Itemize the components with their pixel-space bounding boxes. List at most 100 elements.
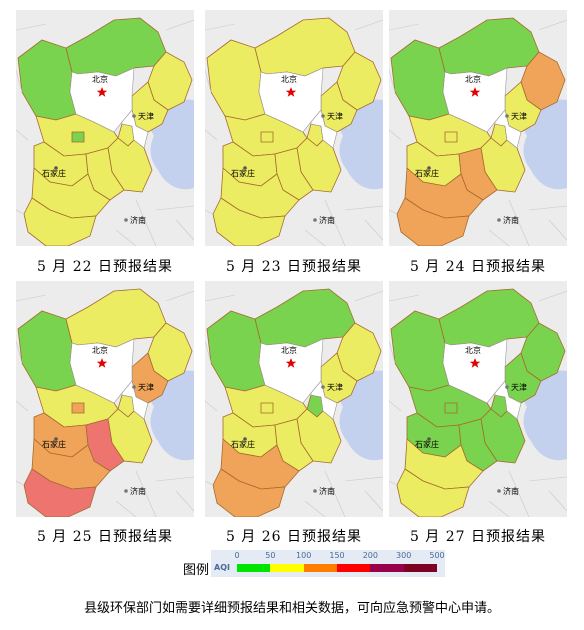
map-caption-4: 5 月 25 日预报结果: [36, 529, 174, 545]
region-tianjin: [121, 380, 149, 420]
legend-tick: 50: [265, 551, 276, 560]
city-marker-tianjin: 天津: [505, 111, 527, 121]
neighbor-boundaries: [389, 19, 567, 246]
region-tianjin: [310, 380, 338, 420]
city-label-jinan: 济南: [503, 486, 519, 496]
city-marker-jinan: 济南: [497, 486, 519, 496]
legend-tick: 100: [296, 551, 312, 560]
city-marker-jinan: 济南: [124, 486, 146, 496]
legend-tick: 150: [329, 551, 345, 560]
city-label-jinan: 济南: [319, 215, 335, 225]
neighbor-boundaries: [16, 290, 194, 517]
city-label-tianjin: 天津: [138, 382, 154, 392]
city-marker-tianjin: 天津: [321, 111, 343, 121]
city-marker-beijing: 北京: [281, 74, 297, 97]
city-label-beijing: 北京: [281, 74, 297, 84]
city-label-tianjin: 天津: [327, 382, 343, 392]
legend-swatch: [270, 564, 304, 572]
forecast-map-5: 北京 天津 石家庄 济南: [205, 281, 383, 517]
city-marker-beijing: 北京: [281, 345, 297, 368]
city-marker-shijiazhuang: 石家庄: [42, 437, 66, 449]
city-label-shijiazhuang: 石家庄: [415, 168, 439, 178]
legend-swatch: [337, 564, 371, 572]
region-dingzhou: [260, 402, 274, 414]
region-handan: [23, 468, 97, 517]
forecast-map-1: 北京 天津 石家庄 济南: [16, 10, 194, 246]
city-marker-shijiazhuang: 石家庄: [415, 166, 439, 178]
city-label-shijiazhuang: 石家庄: [415, 439, 439, 449]
city-label-beijing: 北京: [465, 74, 481, 84]
city-label-tianjin: 天津: [327, 111, 343, 121]
neighbor-boundaries: [205, 19, 383, 246]
city-marker-beijing: 北京: [92, 345, 108, 368]
region-handan: [212, 197, 286, 246]
region-handan: [23, 197, 97, 246]
region-dingzhou: [71, 131, 85, 143]
forecast-map-2: 北京 天津 石家庄 济南: [205, 10, 383, 246]
region-tianjin: [121, 109, 149, 149]
region-handan: [396, 197, 470, 246]
city-marker-jinan: 济南: [313, 215, 335, 225]
region-dingzhou: [71, 402, 85, 414]
legend-tick: 300: [396, 551, 412, 560]
city-marker-jinan: 济南: [497, 215, 519, 225]
city-label-jinan: 济南: [319, 486, 335, 496]
region-handan: [396, 468, 470, 517]
region-handan: [212, 468, 286, 517]
city-marker-beijing: 北京: [92, 74, 108, 97]
neighbor-boundaries: [205, 290, 383, 517]
city-label-beijing: 北京: [92, 74, 108, 84]
city-label-tianjin: 天津: [138, 111, 154, 121]
city-marker-shijiazhuang: 石家庄: [415, 437, 439, 449]
map-caption-1: 5 月 22 日预报结果: [36, 259, 174, 275]
neighbor-boundaries: [389, 290, 567, 517]
city-label-shijiazhuang: 石家庄: [42, 439, 66, 449]
city-label-shijiazhuang: 石家庄: [42, 168, 66, 178]
city-marker-tianjin: 天津: [132, 111, 154, 121]
neighbor-boundaries: [16, 19, 194, 246]
legend-axis-label: AQI: [214, 563, 230, 572]
city-marker-shijiazhuang: 石家庄: [231, 437, 255, 449]
region-tianjin: [494, 380, 522, 420]
legend-swatch: [403, 564, 437, 572]
region-dingzhou: [444, 131, 458, 143]
legend-swatch: [370, 564, 404, 572]
legend-tick: 500: [429, 551, 445, 560]
city-marker-shijiazhuang: 石家庄: [231, 166, 255, 178]
city-label-tianjin: 天津: [511, 382, 527, 392]
map-caption-6: 5 月 27 日预报结果: [409, 529, 547, 545]
legend-tick: 200: [362, 551, 378, 560]
city-label-beijing: 北京: [465, 345, 481, 355]
legend-tick: 0: [234, 551, 240, 560]
city-label-jinan: 济南: [503, 215, 519, 225]
forecast-map-4: 北京 天津 石家庄 济南: [16, 281, 194, 517]
city-label-shijiazhuang: 石家庄: [231, 168, 255, 178]
city-label-beijing: 北京: [281, 345, 297, 355]
map-caption-3: 5 月 24 日预报结果: [409, 259, 547, 275]
footer-note: 县级环保部门如需要详细预报结果和相关数据，可向应急预警中心申请。: [83, 601, 500, 616]
city-marker-shijiazhuang: 石家庄: [42, 166, 66, 178]
legend-swatch: [303, 564, 337, 572]
city-marker-beijing: 北京: [465, 345, 481, 368]
city-marker-tianjin: 天津: [321, 382, 343, 392]
city-label-jinan: 济南: [130, 486, 146, 496]
city-label-shijiazhuang: 石家庄: [231, 439, 255, 449]
legend-title: 图例: [183, 563, 210, 578]
city-marker-jinan: 济南: [313, 486, 335, 496]
city-marker-tianjin: 天津: [505, 382, 527, 392]
legend-swatch: [237, 564, 271, 572]
region-dingzhou: [260, 131, 274, 143]
forecast-map-6: 北京 天津 石家庄 济南: [389, 281, 567, 517]
region-tianjin: [310, 109, 338, 149]
map-caption-5: 5 月 26 日预报结果: [225, 529, 363, 545]
region-dingzhou: [444, 402, 458, 414]
forecast-map-3: 北京 天津 石家庄 济南: [389, 10, 567, 246]
city-marker-beijing: 北京: [465, 74, 481, 97]
city-marker-tianjin: 天津: [132, 382, 154, 392]
city-label-jinan: 济南: [130, 215, 146, 225]
map-caption-2: 5 月 23 日预报结果: [225, 259, 363, 275]
city-label-beijing: 北京: [92, 345, 108, 355]
aqi-legend: AQI 0 50 100 150 200 300 500: [211, 550, 445, 577]
city-label-tianjin: 天津: [511, 111, 527, 121]
region-tianjin: [494, 109, 522, 149]
